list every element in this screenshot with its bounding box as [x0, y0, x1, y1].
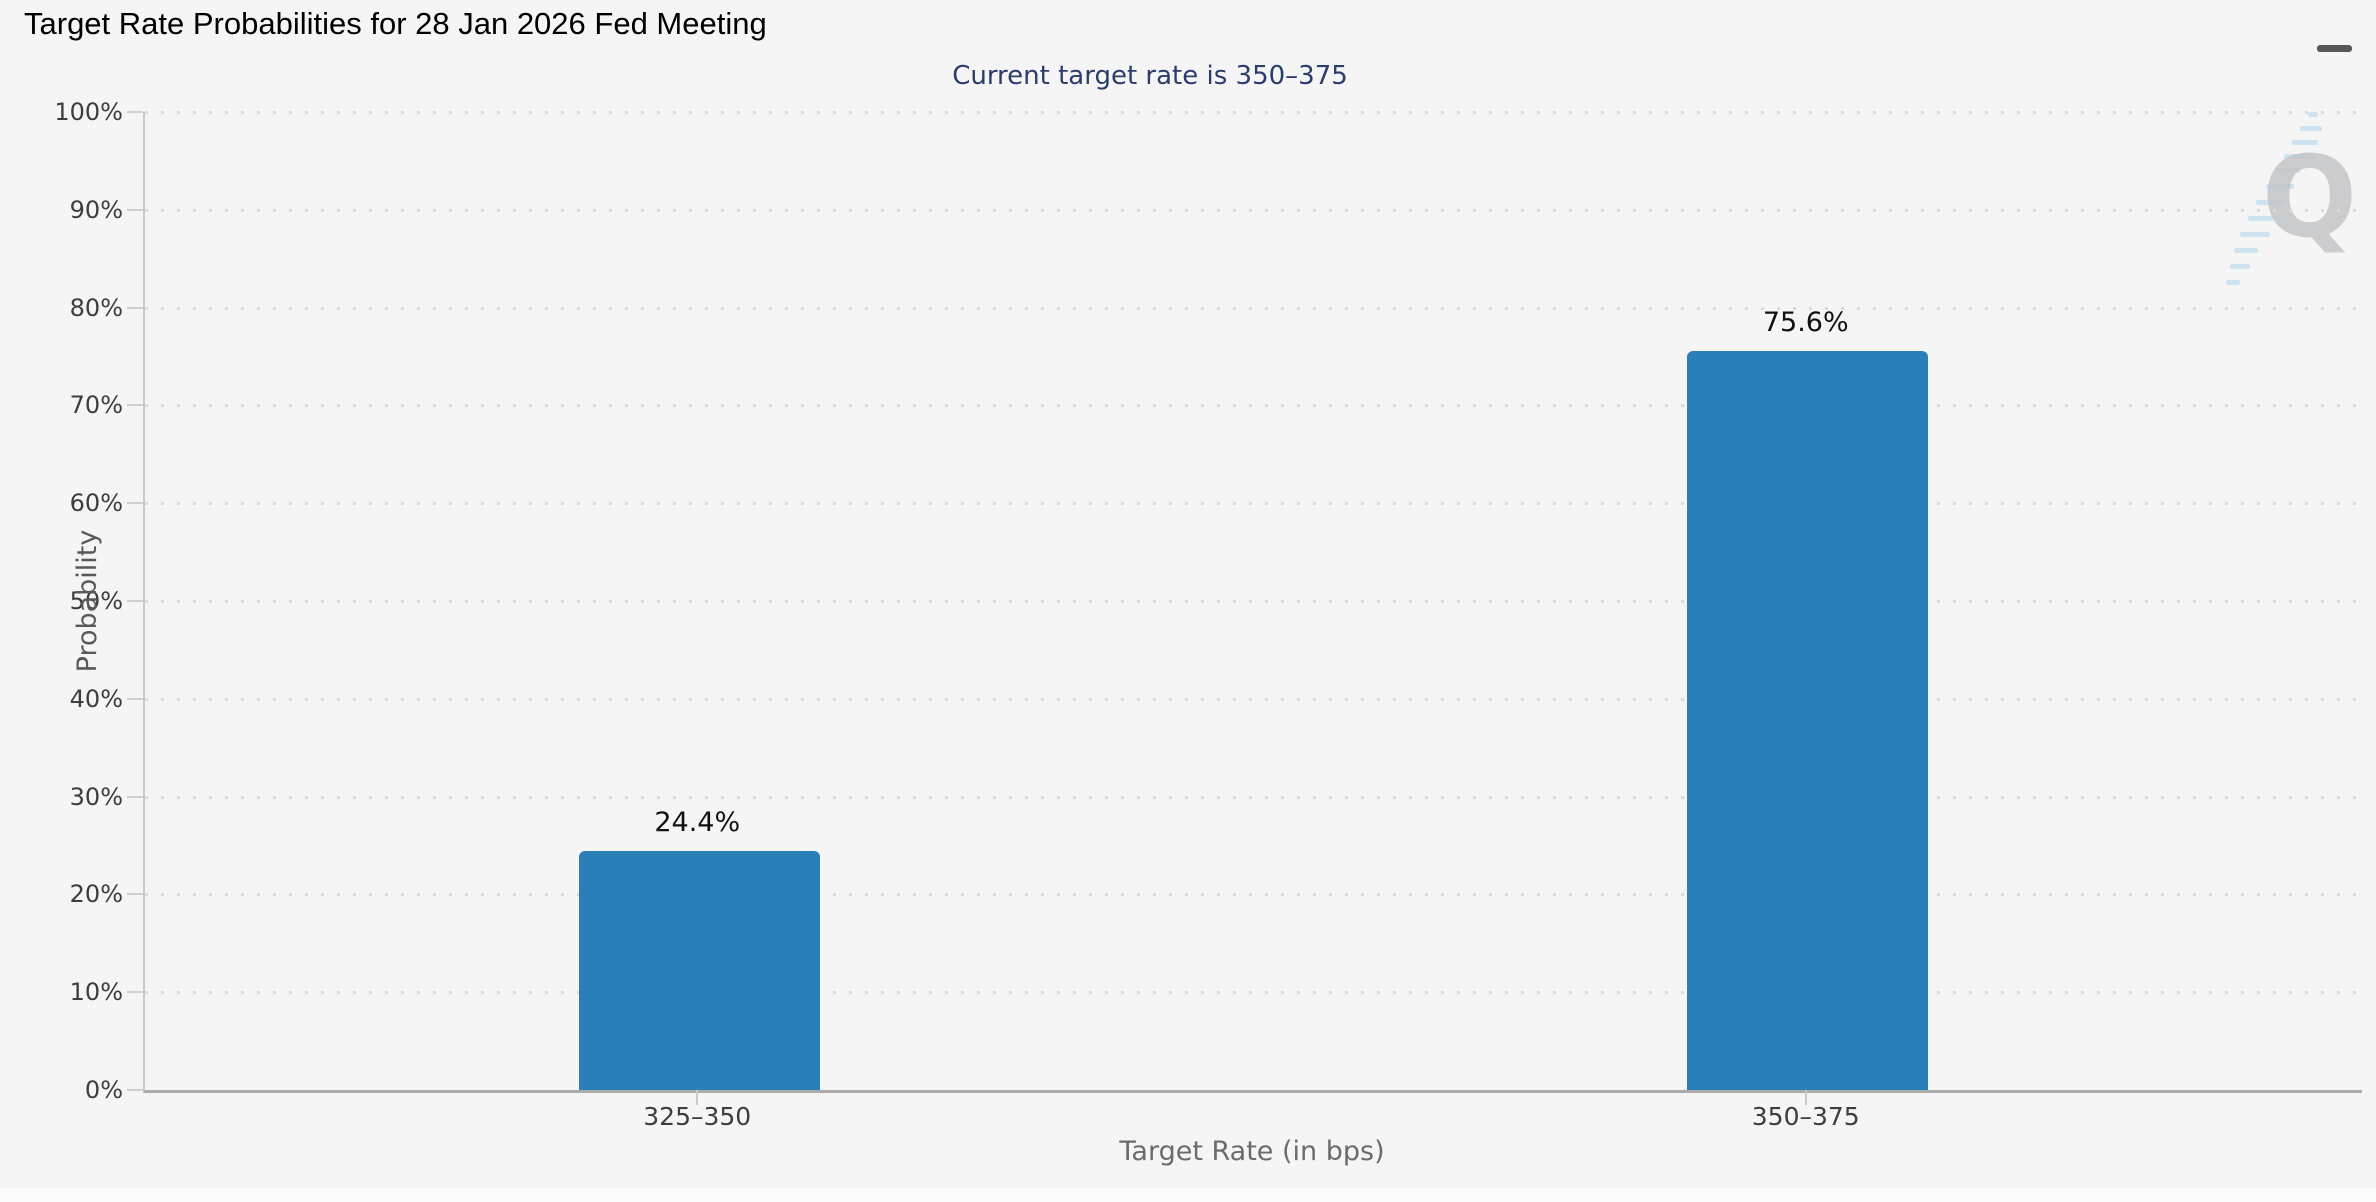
y-axis-label-90: 90% — [69, 195, 123, 224]
y-axis-label-40: 40% — [69, 684, 123, 713]
watermark-dash — [2230, 264, 2250, 269]
gridline-80% — [145, 306, 2362, 310]
y-tick — [127, 893, 143, 896]
watermark-dash — [2226, 280, 2240, 285]
hamburger-icon — [2317, 45, 2352, 52]
y-tick — [127, 991, 143, 994]
chart-subtitle: Current target rate is 350–375 — [952, 61, 1348, 91]
y-axis-label-30: 30% — [69, 782, 123, 811]
y-axis-label-100: 100% — [54, 98, 123, 126]
chart-title: Target Rate Probabilities for 28 Jan 202… — [24, 6, 767, 41]
y-axis-label-10: 10% — [69, 978, 123, 1007]
watermark-dash — [2266, 184, 2294, 189]
bottom-edge — [0, 1188, 2376, 1202]
y-axis-label-50: 50% — [69, 587, 123, 615]
gridline-100% — [145, 111, 2362, 114]
y-axis-label-70: 70% — [69, 391, 123, 420]
y-tick — [127, 795, 143, 798]
gridline-40% — [145, 697, 2362, 701]
gridline-70% — [145, 404, 2362, 408]
gridline-30% — [145, 795, 2362, 799]
quikstrike-q-logo-icon: Q — [2262, 133, 2358, 263]
gridline-60% — [145, 502, 2362, 506]
gridline-10% — [145, 991, 2362, 995]
y-axis-title: Probability — [71, 529, 103, 673]
y-axis-label-80: 80% — [69, 293, 123, 322]
y-tick — [127, 208, 143, 211]
y-tick — [127, 111, 143, 113]
x-tick — [696, 1090, 699, 1105]
y-axis-label-20: 20% — [69, 880, 123, 909]
watermark-dash — [2276, 168, 2300, 173]
gridline-20% — [145, 893, 2362, 897]
watermark-dash — [2256, 200, 2286, 205]
y-axis-label-0: 0% — [84, 1076, 123, 1104]
y-tick — [127, 306, 143, 309]
bar-325–350[interactable] — [578, 851, 820, 1090]
gridline-50% — [145, 600, 2362, 603]
watermark-dash — [2240, 232, 2270, 237]
bar-350–375[interactable] — [1687, 350, 1929, 1090]
plot-area — [127, 111, 2362, 1093]
context-menu-button[interactable] — [2317, 22, 2353, 56]
y-axis-label-60: 60% — [69, 489, 123, 518]
watermark-dash — [2284, 154, 2314, 159]
x-axis-title: Target Rate (in bps) — [1119, 1136, 1385, 1167]
y-tick — [127, 697, 143, 700]
bar-value-label-350–375: 75.6% — [1762, 306, 1849, 338]
x-axis-label-325–350: 325–350 — [643, 1102, 752, 1131]
y-tick — [127, 1089, 143, 1091]
x-tick — [1804, 1090, 1807, 1105]
y-tick — [127, 600, 143, 602]
y-tick — [127, 404, 143, 407]
y-tick — [127, 502, 143, 505]
bar-value-label-325–350: 24.4% — [654, 807, 741, 839]
x-axis-label-350–375: 350–375 — [1751, 1102, 1860, 1131]
watermark-dash — [2292, 140, 2318, 145]
watermark-dash — [2234, 248, 2258, 253]
watermark-dash — [2300, 126, 2322, 131]
watermark-dash — [2248, 216, 2274, 221]
gridline-90% — [145, 208, 2362, 212]
watermark-dash — [2308, 112, 2318, 117]
